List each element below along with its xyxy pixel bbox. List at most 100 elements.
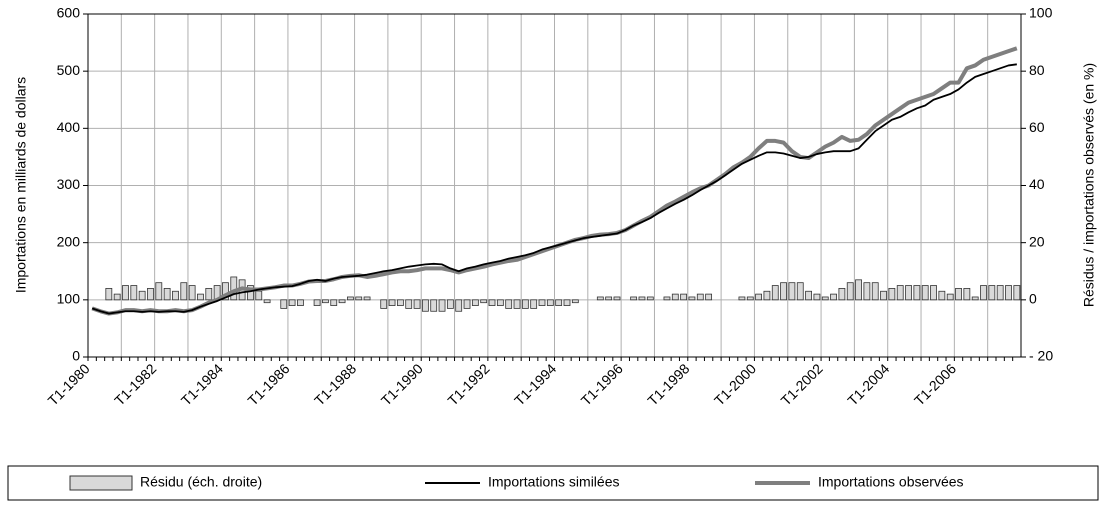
bar (530, 299, 538, 309)
y2-tick-label: 20 (1029, 233, 1045, 249)
bar (705, 293, 713, 301)
bar (946, 293, 954, 301)
bar (738, 296, 746, 301)
bar (571, 299, 579, 304)
x-tick-label: T1-1986 (244, 360, 292, 408)
bar (963, 287, 971, 301)
bar (496, 299, 504, 306)
bar (988, 285, 996, 301)
x-tick-label: T1-2002 (778, 360, 826, 408)
bar (646, 296, 654, 301)
bar (105, 287, 113, 301)
bar (347, 296, 354, 301)
bar (930, 285, 937, 301)
bar (222, 282, 229, 301)
x-tick-label: T1-2000 (711, 360, 759, 408)
y-tick-label: 100 (57, 291, 81, 307)
line (91, 63, 1017, 315)
bar (880, 290, 887, 301)
legend-label: Importations observées (818, 474, 964, 490)
bar (513, 299, 521, 309)
y-tick-label: 0 (72, 348, 80, 364)
bar (638, 296, 646, 301)
x-tick-label: T1-1998 (644, 360, 692, 408)
bar (871, 282, 879, 301)
y2-tick-label: - 20 (1029, 348, 1053, 364)
bar (955, 287, 962, 301)
y2-tick-label: 40 (1029, 176, 1045, 192)
bar (605, 296, 613, 301)
x-tick-label: T1-1990 (378, 360, 426, 408)
bar (838, 287, 846, 301)
legend-label: Importations similées (488, 474, 620, 490)
bar (455, 299, 463, 312)
bar (147, 287, 154, 301)
bar (313, 299, 321, 306)
bar (980, 285, 987, 301)
y2-tick-label: 0 (1029, 291, 1037, 307)
bar (138, 290, 146, 301)
bar (921, 285, 929, 301)
bar (546, 299, 554, 306)
bar (247, 285, 254, 301)
bar (563, 299, 571, 306)
bar (380, 299, 388, 309)
bar (405, 299, 413, 309)
bar (413, 299, 421, 309)
x-tick-label: T1-1980 (45, 360, 93, 408)
y-tick-label: 200 (57, 233, 81, 249)
bar (671, 293, 679, 301)
bar (905, 285, 912, 301)
bar (480, 299, 488, 304)
y-axis-title: Importations en milliards de dollars (13, 77, 29, 293)
bar (763, 290, 771, 301)
y-tick-label: 300 (57, 176, 81, 192)
y2-axis-title: Résidus / importations observés (en %) (1081, 63, 1097, 307)
bar (771, 285, 779, 301)
y2-tick-label: 80 (1029, 62, 1045, 78)
bar (355, 296, 363, 301)
bar (1013, 285, 1021, 301)
bar (297, 299, 304, 306)
bar (205, 287, 213, 301)
x-tick-label: T1-1984 (178, 360, 226, 408)
legend-box (7, 465, 1099, 501)
x-tick-label: T1-1988 (311, 360, 359, 408)
bar (155, 282, 163, 301)
bar (813, 293, 821, 301)
bar (163, 287, 171, 301)
bar (746, 296, 754, 301)
bar (463, 299, 471, 309)
bar (288, 299, 296, 306)
bar (338, 299, 346, 304)
bar (322, 299, 329, 304)
bar (996, 285, 1004, 301)
bar (363, 296, 371, 301)
bar (188, 285, 196, 301)
bar (888, 287, 896, 301)
legend-label: Résidu (éch. droite) (140, 474, 262, 490)
bar (596, 296, 604, 301)
y2-tick-label: 60 (1029, 119, 1045, 135)
bar (830, 293, 837, 301)
bar (471, 299, 479, 306)
bar (505, 299, 513, 309)
x-tick-label: T1-2006 (911, 360, 959, 408)
bar (255, 290, 263, 301)
x-tick-label: T1-1994 (511, 360, 559, 408)
bar (396, 299, 404, 306)
y-tick-label: 600 (57, 5, 81, 21)
bar (555, 299, 563, 306)
bar (796, 282, 804, 301)
bar (180, 282, 188, 301)
x-tick-label: T1-1996 (578, 360, 626, 408)
bar (938, 290, 946, 301)
bar (122, 285, 129, 301)
bar (438, 299, 446, 312)
y2-tick-label: 100 (1029, 5, 1053, 21)
bar (971, 296, 979, 301)
x-tick-label: T1-1992 (444, 360, 492, 408)
bar (280, 299, 288, 309)
bar (430, 299, 438, 312)
